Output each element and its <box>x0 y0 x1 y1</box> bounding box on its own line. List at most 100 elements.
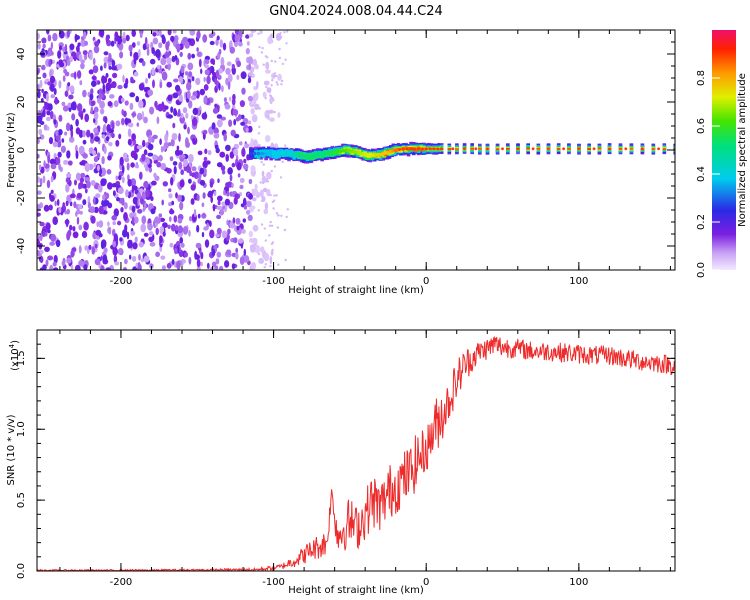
noise-speck <box>235 217 241 225</box>
noise-speck <box>172 122 176 129</box>
noise-speck <box>127 178 132 187</box>
noise-speck <box>154 100 158 108</box>
noise-speck <box>273 194 276 197</box>
noise-speck <box>65 122 71 132</box>
noise-speck <box>143 202 147 210</box>
signal-core <box>501 147 504 151</box>
y-tick-label: 1.0 <box>16 421 27 437</box>
noise-speck <box>119 51 124 59</box>
noise-speck <box>149 241 156 247</box>
noise-speck <box>225 153 229 162</box>
noise-speck <box>207 190 213 198</box>
noise-speck <box>164 133 169 143</box>
noise-speck <box>154 216 160 225</box>
noise-speck <box>231 67 236 75</box>
noise-speck <box>119 156 124 166</box>
noise-speck <box>187 62 194 71</box>
noise-speck <box>98 205 103 215</box>
noise-speck <box>130 230 136 236</box>
noise-speck <box>237 173 241 178</box>
noise-speck <box>113 254 118 264</box>
noise-speck <box>82 139 87 145</box>
noise-speck <box>49 75 56 84</box>
noise-speck <box>107 101 113 107</box>
signal-core <box>248 151 253 156</box>
noise-speck <box>74 35 81 40</box>
noise-speck <box>58 163 61 171</box>
noise-speck <box>216 214 222 220</box>
noise-speck <box>97 184 103 193</box>
noise-speck <box>162 231 166 237</box>
noise-speck <box>127 128 132 138</box>
noise-speck <box>138 241 144 248</box>
noise-speck <box>82 31 87 40</box>
noise-speck <box>202 160 208 169</box>
noise-speck <box>246 41 250 46</box>
noise-speck <box>249 205 256 210</box>
noise-speck <box>270 59 273 63</box>
noise-speck <box>284 258 287 262</box>
noise-speck <box>247 214 253 222</box>
noise-speck <box>121 176 125 184</box>
noise-speck <box>49 158 56 165</box>
noise-speck <box>68 94 74 100</box>
noise-speck <box>54 96 58 105</box>
colorbar-tick-label: 0.8 <box>696 70 707 86</box>
noise-speck <box>84 188 88 194</box>
noise-speck <box>93 45 100 54</box>
colorbar-tick-label: 0.4 <box>696 166 707 182</box>
noise-speck <box>239 177 245 184</box>
noise-speck <box>196 30 201 40</box>
y-tick-label: 20 <box>16 96 27 109</box>
noise-speck <box>82 89 87 98</box>
noise-speck <box>156 64 161 70</box>
noise-speck <box>268 109 274 114</box>
noise-speck <box>170 177 174 186</box>
noise-speck <box>79 161 85 166</box>
noise-speck <box>229 46 235 54</box>
noise-speck <box>69 224 73 231</box>
noise-speck <box>113 208 120 217</box>
noise-speck <box>84 162 91 172</box>
noise-speck <box>39 79 43 89</box>
noise-speck <box>219 39 223 48</box>
noise-speck <box>124 117 129 126</box>
signal-core <box>302 154 307 159</box>
noise-speck <box>100 265 105 270</box>
noise-speck <box>149 58 156 65</box>
signal-core <box>474 147 478 151</box>
signal-segment <box>526 147 530 150</box>
noise-speck <box>179 201 184 211</box>
noise-speck <box>64 131 68 136</box>
spectrogram-x-label: Height of straight line (km) <box>288 285 424 296</box>
noise-speck <box>82 50 88 56</box>
signal-core <box>329 151 333 155</box>
noise-speck <box>111 81 117 89</box>
noise-speck <box>145 189 150 198</box>
noise-speck <box>166 168 172 174</box>
noise-speck <box>235 252 239 260</box>
x-tick-label: -200 <box>110 577 133 588</box>
noise-speck <box>56 199 60 206</box>
noise-speck <box>179 115 185 124</box>
signal-segment <box>447 148 452 151</box>
noise-speck <box>192 107 199 116</box>
noise-speck <box>220 56 225 66</box>
noise-speck <box>226 219 229 226</box>
noise-speck <box>273 110 276 114</box>
noise-speck <box>226 190 230 197</box>
noise-speck <box>240 121 246 126</box>
noise-speck <box>50 163 57 170</box>
noise-speck <box>37 32 40 40</box>
spectrogram-y-ticks: -40 -20 0 20 40 <box>16 29 675 271</box>
noise-speck <box>64 43 68 53</box>
noise-speck <box>76 208 80 215</box>
noise-speck <box>220 165 226 171</box>
noise-speck <box>244 143 250 149</box>
signal-core <box>321 152 326 156</box>
signal-core <box>624 147 628 151</box>
noise-speck <box>203 95 208 105</box>
noise-speck <box>145 43 150 48</box>
noise-speck <box>185 112 189 119</box>
noise-speck <box>90 137 95 144</box>
